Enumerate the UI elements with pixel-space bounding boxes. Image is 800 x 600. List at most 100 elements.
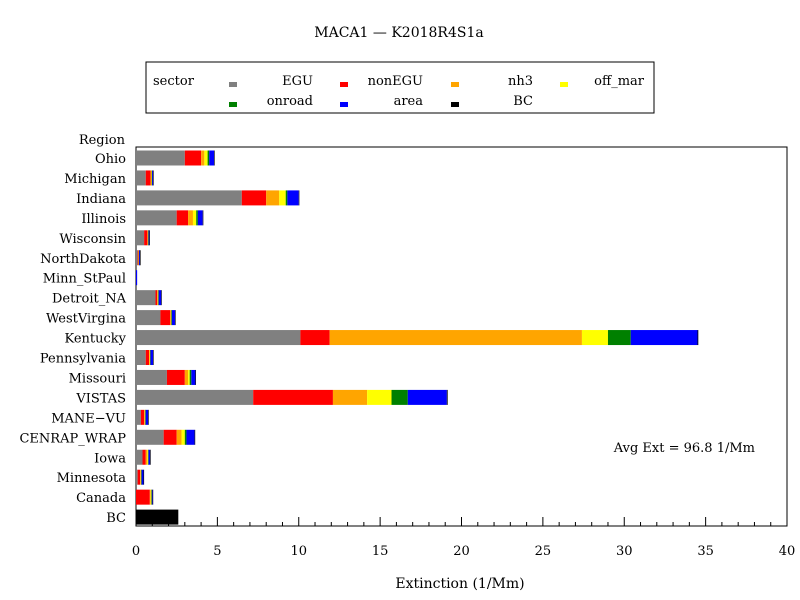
- bar-segment: [136, 469, 138, 485]
- y-tick-label: Iowa: [94, 451, 126, 466]
- bar-segment: [148, 449, 151, 465]
- legend-swatch: [340, 102, 348, 107]
- bar-segment: [148, 409, 149, 425]
- bar-segment: [137, 469, 141, 485]
- bar-segment: [171, 310, 172, 326]
- bar-segment: [329, 330, 582, 346]
- y-tick-label: Ohio: [95, 152, 126, 167]
- bar-segment: [285, 190, 288, 206]
- bar-segment: [136, 230, 145, 246]
- bar-segment: [148, 230, 149, 246]
- bar-segment: [209, 150, 215, 166]
- bar-segment: [140, 469, 142, 485]
- bar-segment: [136, 409, 141, 425]
- bar-segment: [201, 150, 205, 166]
- bar-segment: [141, 469, 142, 485]
- chart-title: MACA1 — K2018R4S1a: [314, 25, 483, 41]
- bar-segment: [697, 330, 699, 346]
- bar-segment: [150, 350, 154, 365]
- bar-segment: [145, 170, 151, 186]
- bar-segment: [147, 230, 149, 246]
- legend-swatch: [340, 82, 348, 87]
- bar-segment: [145, 409, 146, 425]
- legend-label: BC: [513, 94, 533, 109]
- bar-segment: [196, 210, 198, 226]
- y-tick-label: Minn_StPaul: [43, 272, 126, 287]
- bar-segment: [189, 369, 192, 385]
- y-tick-label: Indiana: [76, 192, 126, 207]
- bar-segment: [188, 369, 190, 385]
- y-tick-label: NorthDakota: [40, 252, 126, 267]
- legend-swatch: [451, 82, 459, 87]
- bar-segment: [176, 429, 182, 445]
- x-tick-label: 20: [453, 544, 470, 559]
- y-tick-label: CENRAP_WRAP: [19, 431, 126, 446]
- x-tick-label: 35: [697, 544, 714, 559]
- legend-label: off_mar: [594, 74, 645, 89]
- bar-segment: [143, 469, 145, 485]
- legend-label: area: [394, 94, 424, 109]
- legend-label: EGU: [282, 74, 313, 89]
- bar-segment: [136, 310, 161, 326]
- bar-segment: [136, 509, 179, 525]
- bar-segment: [140, 469, 141, 485]
- bar-segment: [150, 489, 152, 505]
- legend-label: nh3: [508, 74, 533, 89]
- bar-segment: [391, 389, 408, 405]
- y-tick-label: Illinois: [81, 212, 126, 227]
- bar-segment: [607, 330, 631, 346]
- bar-segment: [446, 389, 448, 405]
- bar-segment: [149, 230, 150, 246]
- y-tick-label: Minnesota: [57, 471, 127, 486]
- bar-segment: [279, 190, 286, 206]
- y-tick-label: Detroit_NA: [52, 292, 127, 307]
- bar-segment: [367, 389, 392, 405]
- bar-segment: [181, 429, 185, 445]
- bar-segment: [141, 469, 144, 485]
- x-tick-label: 0: [132, 544, 140, 559]
- x-tick-label: 25: [535, 544, 552, 559]
- y-axis-label: Region: [79, 133, 126, 148]
- bar-segment: [137, 250, 139, 266]
- legend-swatch: [229, 82, 237, 87]
- bar-segment: [152, 489, 154, 505]
- bar-segment: [150, 449, 151, 465]
- bar-segment: [148, 449, 149, 465]
- x-axis-label: Extinction (1/Mm): [395, 576, 524, 592]
- bar-segment: [153, 350, 154, 365]
- legend-swatch: [451, 102, 459, 107]
- bar-segment: [195, 369, 196, 385]
- bar-segment: [144, 409, 145, 425]
- legend-title: sector: [153, 74, 195, 89]
- bar-segment: [253, 389, 333, 405]
- bar-segment: [142, 449, 146, 465]
- bar-segment: [149, 350, 150, 365]
- bar-segment: [194, 429, 196, 445]
- bar-segment: [136, 150, 185, 166]
- legend-label: nonEGU: [368, 74, 423, 89]
- bar-segment: [148, 230, 150, 246]
- bar-segment: [630, 330, 698, 346]
- bar-segment: [145, 409, 149, 425]
- bar-segment: [163, 429, 177, 445]
- bar-segment: [136, 369, 167, 385]
- bar-segment: [136, 489, 150, 505]
- bar-segment: [158, 290, 162, 306]
- bar-segment: [150, 170, 152, 186]
- bar-segment: [147, 449, 149, 465]
- bar-segment: [197, 210, 203, 226]
- bar-segment: [332, 389, 368, 405]
- bar-segment: [298, 190, 300, 206]
- y-tick-label: Kentucky: [64, 332, 126, 347]
- bar-segment: [144, 230, 148, 246]
- bar-segment: [136, 429, 164, 445]
- x-tick-label: 40: [779, 544, 796, 559]
- bar-segment: [214, 150, 215, 166]
- bar-segment: [175, 310, 176, 326]
- bar-segment: [136, 350, 146, 365]
- bar-segment: [149, 350, 151, 365]
- x-tick-label: 30: [616, 544, 633, 559]
- x-tick-label: 5: [213, 544, 221, 559]
- bar-segment: [151, 170, 153, 186]
